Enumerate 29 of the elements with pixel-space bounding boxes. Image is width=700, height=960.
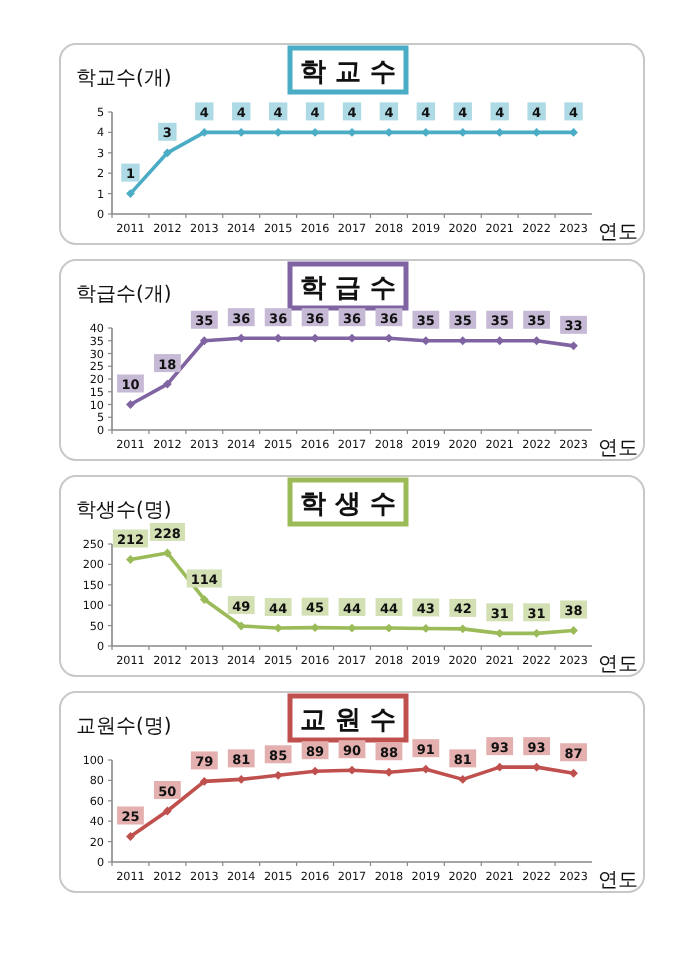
point bbox=[569, 768, 578, 778]
x-axis-title: 연도 bbox=[598, 222, 638, 244]
y-axis-title: 학급수(개) bbox=[76, 284, 172, 306]
point bbox=[569, 128, 578, 137]
point bbox=[569, 626, 578, 635]
point bbox=[162, 148, 172, 158]
y-axis-title: 교원수(명) bbox=[76, 716, 172, 738]
point bbox=[569, 341, 578, 351]
point bbox=[421, 764, 431, 774]
point bbox=[236, 621, 246, 631]
point bbox=[199, 336, 209, 346]
x-axis-title: 연도 bbox=[598, 870, 638, 892]
y-axis-title: 학생수(명) bbox=[76, 500, 172, 522]
point bbox=[126, 189, 135, 198]
chart-title: 학 생 수 bbox=[299, 490, 397, 520]
chart-title: 학 급 수 bbox=[299, 274, 397, 304]
chart-title: 교 원 수 bbox=[299, 706, 397, 736]
x-axis-title: 연도 bbox=[598, 654, 638, 676]
point bbox=[458, 774, 468, 784]
point bbox=[126, 832, 135, 841]
chart-title: 학 교 수 bbox=[299, 58, 397, 88]
point bbox=[199, 595, 209, 604]
point bbox=[126, 400, 135, 409]
point bbox=[162, 806, 172, 816]
point bbox=[162, 379, 172, 389]
point bbox=[126, 555, 135, 564]
point bbox=[384, 767, 394, 777]
x-axis-title: 연도 bbox=[598, 438, 638, 460]
y-axis-title: 학교수(개) bbox=[76, 68, 172, 90]
